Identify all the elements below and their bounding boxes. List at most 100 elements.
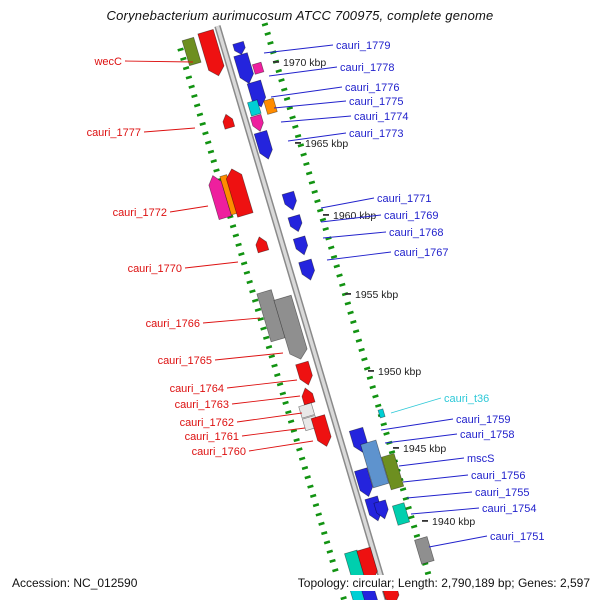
gene-feature-cauri_1751[interactable] bbox=[414, 536, 435, 565]
label-leader-line bbox=[380, 418, 454, 431]
scale-tick bbox=[318, 521, 325, 526]
gene-label-cauri_1769[interactable]: cauri_1769 bbox=[384, 210, 438, 222]
gene-label-cauri_1759[interactable]: cauri_1759 bbox=[456, 414, 510, 426]
gene-feature[interactable] bbox=[233, 52, 256, 86]
scale-tick bbox=[311, 189, 318, 194]
scale-tick bbox=[301, 465, 309, 471]
label-leader-line bbox=[402, 474, 469, 483]
gene-label-cauri_1771[interactable]: cauri_1771 bbox=[377, 193, 431, 205]
gene-label-cauri_1761[interactable]: cauri_1761 bbox=[185, 431, 239, 443]
gene-feature-cauri_1763[interactable] bbox=[300, 387, 316, 406]
gene-feature-wecC[interactable] bbox=[181, 36, 202, 67]
gene-feature-cauri_1770[interactable] bbox=[254, 235, 270, 254]
gene-feature-cauri_1760[interactable] bbox=[310, 414, 333, 449]
gene-feature-cauri_1769[interactable] bbox=[287, 214, 304, 234]
gene-label-cauri_1755[interactable]: cauri_1755 bbox=[475, 487, 529, 499]
scale-tick bbox=[304, 475, 311, 480]
gene-feature[interactable] bbox=[391, 502, 411, 526]
scale-tick bbox=[309, 493, 317, 498]
gene-feature[interactable] bbox=[232, 40, 247, 56]
scale-tick bbox=[296, 447, 303, 452]
scale-tick bbox=[278, 78, 285, 83]
gene-label-cauri_1765[interactable]: cauri_1765 bbox=[158, 355, 212, 367]
gene-label-cauri_t36[interactable]: cauri_t36 bbox=[444, 393, 489, 405]
scale-tick bbox=[180, 56, 187, 61]
scale-label: 1950 kbp bbox=[378, 366, 421, 378]
gene-feature-cauri_1767[interactable] bbox=[298, 258, 317, 282]
scale-tick bbox=[388, 450, 396, 455]
gene-feature-cauri_1768[interactable] bbox=[292, 235, 310, 257]
gene-feature[interactable] bbox=[197, 28, 226, 78]
scale-tick bbox=[421, 561, 429, 566]
scale-tick bbox=[303, 161, 310, 167]
gene-feature-cauri_1765[interactable] bbox=[273, 294, 309, 361]
figure-title: Corynebacterium aurimucosum ATCC 700975,… bbox=[106, 8, 494, 23]
gene-label-wecC[interactable]: wecC bbox=[93, 56, 122, 68]
gene-label-mscS[interactable]: mscS bbox=[467, 453, 495, 465]
gene-label-cauri_1760[interactable]: cauri_1760 bbox=[192, 446, 246, 458]
accession-text: Accession: NC_012590 bbox=[8, 575, 142, 591]
scale-tick bbox=[235, 242, 242, 247]
scale-tick bbox=[374, 403, 382, 408]
gene-label-cauri_1775[interactable]: cauri_1775 bbox=[349, 96, 403, 108]
scale-tick bbox=[352, 329, 360, 334]
gene-feature-cauri_1756[interactable] bbox=[354, 467, 374, 499]
label-leader-line bbox=[410, 507, 480, 515]
gene-feature-cauri_1772[interactable] bbox=[224, 167, 254, 218]
scale-tick bbox=[326, 549, 334, 554]
label-leader-line bbox=[287, 132, 347, 142]
label-leader-line bbox=[236, 412, 303, 423]
scale-tick bbox=[340, 596, 347, 600]
gene-feature-cauri_1764[interactable] bbox=[295, 360, 315, 387]
gene-feature[interactable] bbox=[246, 79, 268, 109]
gene-feature-mscS[interactable] bbox=[381, 453, 405, 491]
scale-tick bbox=[319, 217, 327, 222]
scale-tick bbox=[283, 96, 291, 101]
gene-feature-cauri_1754[interactable] bbox=[373, 499, 391, 521]
gene-label-cauri_1754[interactable]: cauri_1754 bbox=[482, 503, 536, 515]
gene-label-cauri_1779[interactable]: cauri_1779 bbox=[336, 40, 390, 52]
gene-feature[interactable] bbox=[251, 61, 265, 75]
gene-label-cauri_1768[interactable]: cauri_1768 bbox=[389, 227, 443, 239]
scale-tick bbox=[286, 106, 294, 111]
gene-label-cauri_1774[interactable]: cauri_1774 bbox=[354, 111, 408, 123]
gene-label-cauri_1764[interactable]: cauri_1764 bbox=[170, 383, 224, 395]
gene-feature[interactable] bbox=[207, 174, 233, 221]
gene-label-cauri_1770[interactable]: cauri_1770 bbox=[128, 263, 182, 275]
gene-label-cauri_1773[interactable]: cauri_1773 bbox=[349, 128, 403, 140]
gene-label-cauri_1778[interactable]: cauri_1778 bbox=[340, 62, 394, 74]
scale-tick bbox=[350, 319, 357, 325]
gene-feature-cauri_1762[interactable] bbox=[298, 402, 316, 419]
scale-tick bbox=[207, 149, 215, 154]
gene-label-cauri_1766[interactable]: cauri_1766 bbox=[146, 318, 200, 330]
scale-label: 1965 kbp bbox=[305, 138, 348, 150]
scale-tick bbox=[332, 568, 339, 573]
gene-label-cauri_1756[interactable]: cauri_1756 bbox=[471, 470, 525, 482]
gene-feature-cauri_1758[interactable] bbox=[360, 439, 390, 489]
gene-label-cauri_1772[interactable]: cauri_1772 bbox=[113, 207, 167, 219]
scale-tick bbox=[305, 171, 313, 176]
label-leader-line bbox=[384, 433, 458, 444]
gene-label-cauri_1751[interactable]: cauri_1751 bbox=[490, 531, 544, 543]
scale-tick bbox=[361, 357, 368, 362]
gene-label-cauri_1758[interactable]: cauri_1758 bbox=[460, 429, 514, 441]
gene-feature[interactable] bbox=[247, 99, 262, 117]
scale-tick bbox=[285, 410, 292, 415]
gene-feature[interactable] bbox=[249, 113, 265, 132]
gene-feature-cauri_1773[interactable] bbox=[253, 129, 274, 161]
gene-feature-cauri_1777[interactable] bbox=[221, 113, 236, 130]
gene-label-cauri_1763[interactable]: cauri_1763 bbox=[175, 399, 229, 411]
gene-label-cauri_1762[interactable]: cauri_1762 bbox=[180, 417, 234, 429]
gene-label-cauri_1767[interactable]: cauri_1767 bbox=[394, 247, 448, 259]
gene-label-cauri_1777[interactable]: cauri_1777 bbox=[87, 127, 141, 139]
gene-feature[interactable] bbox=[263, 97, 278, 115]
gene-feature-cauri_t36[interactable] bbox=[377, 408, 386, 419]
gene-feature-cauri_1771[interactable] bbox=[281, 190, 299, 212]
scale-tick bbox=[314, 199, 321, 204]
gene-label-cauri_1776[interactable]: cauri_1776 bbox=[345, 82, 399, 94]
scale-tick bbox=[265, 344, 273, 350]
label-leader-line bbox=[280, 115, 352, 123]
scale-label: 1945 kbp bbox=[403, 443, 446, 455]
scale-label: 1955 kbp bbox=[355, 289, 398, 301]
